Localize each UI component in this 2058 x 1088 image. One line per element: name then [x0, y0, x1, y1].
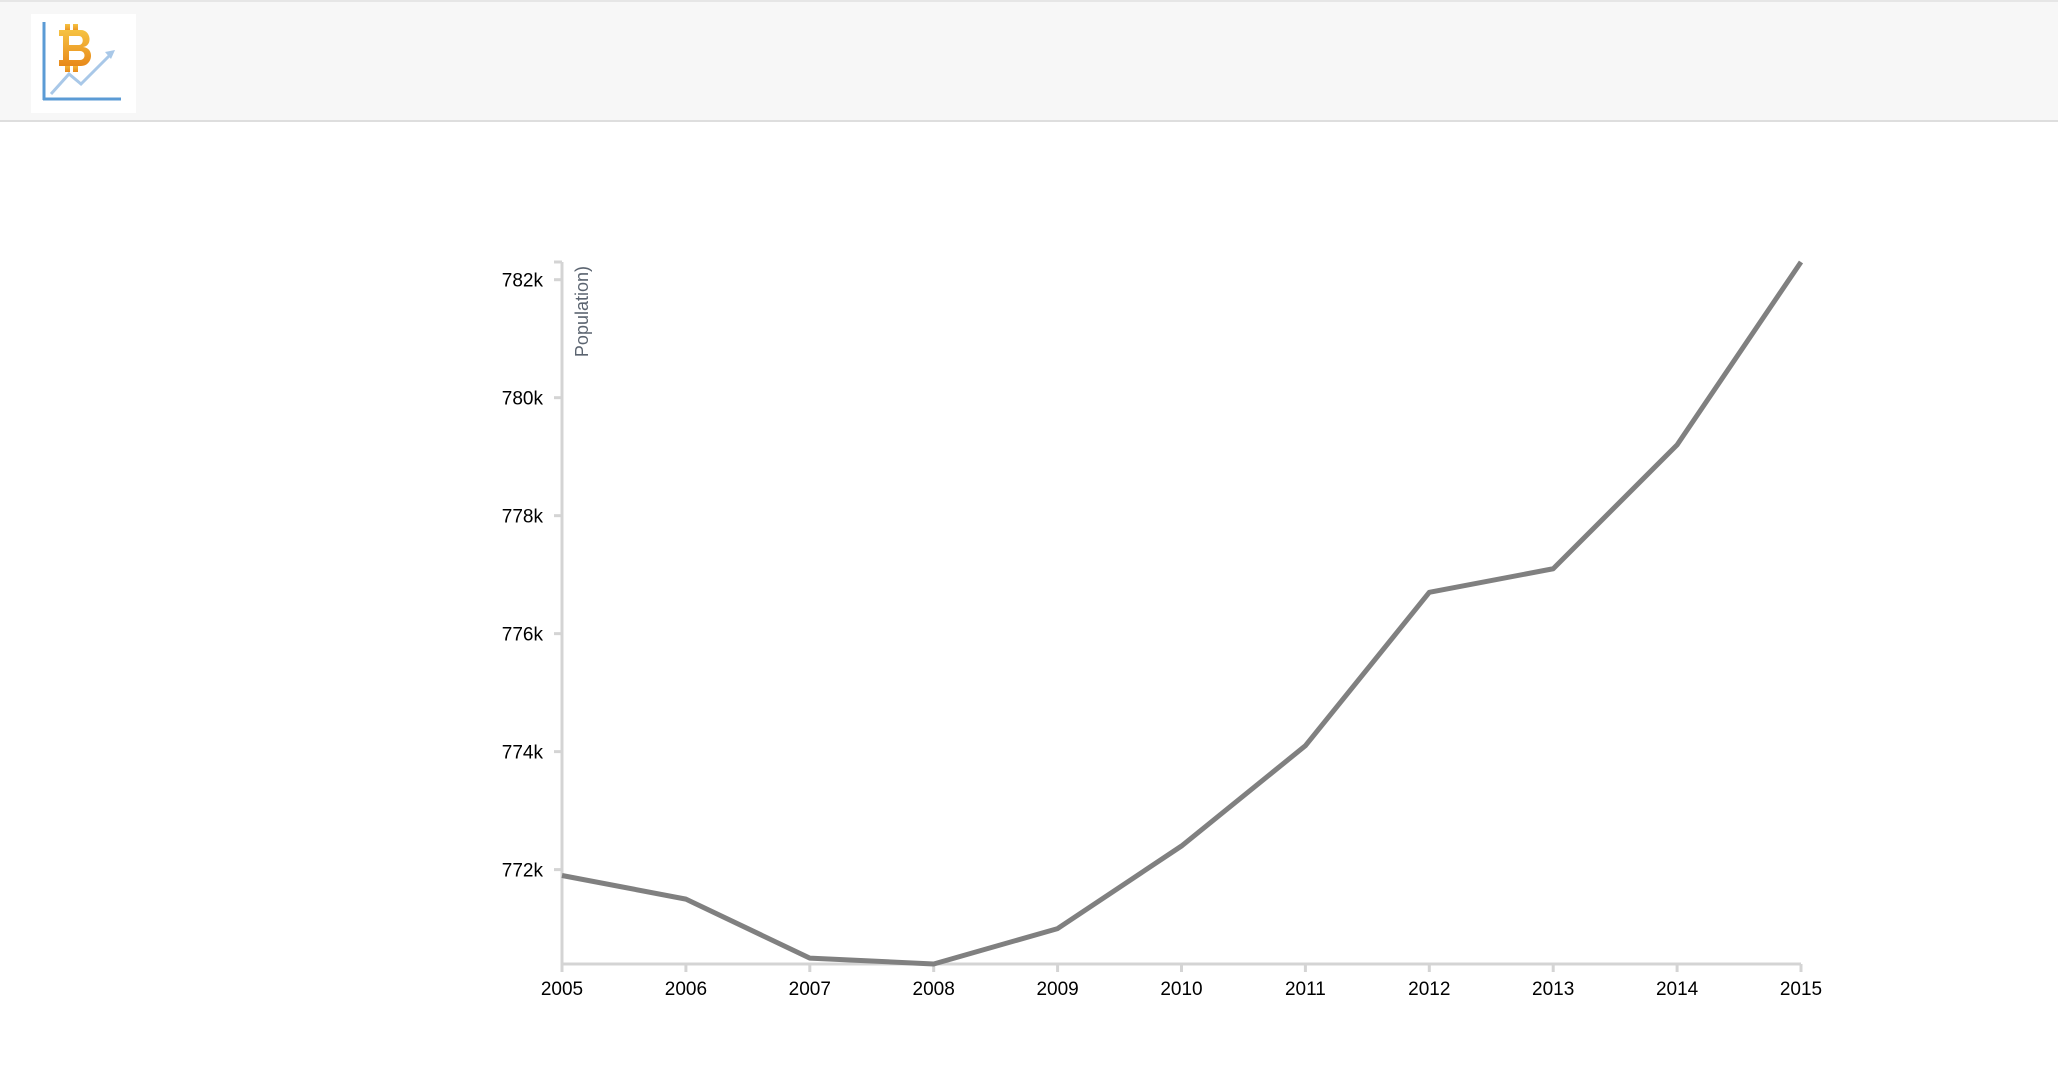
x-axis: 2005 2006 2007 2008 2009 2010 2011 2012 2013 2014… — [541, 962, 1822, 1000]
x-tick-label: 2009 — [1036, 979, 1078, 1000]
series-group — [561, 260, 1804, 967]
bitcoin-chart-logo-icon — [42, 22, 121, 101]
x-tick-label: 2008 — [913, 979, 955, 1000]
series-line — [561, 260, 1804, 967]
y-axis: 772k 774k 776k 778k 780k 782k — [502, 260, 564, 964]
x-tick-label: 2011 — [1285, 979, 1326, 1000]
y-tick-label: 782k — [502, 271, 544, 292]
logo[interactable] — [31, 14, 136, 113]
x-tick-label: 2015 — [1780, 979, 1822, 1000]
x-tick-label: 2005 — [541, 979, 583, 1000]
y-tick-label: 772k — [502, 861, 544, 882]
y-tick-label: 774k — [502, 743, 544, 764]
x-tick-label: 2006 — [665, 979, 707, 1000]
y-tick-label: 778k — [502, 507, 544, 528]
y-tick-label: 776k — [502, 625, 544, 646]
x-tick-label: 2014 — [1656, 979, 1699, 1000]
x-tick-label: 2007 — [789, 979, 831, 1000]
x-tick-label: 2010 — [1160, 979, 1202, 1000]
top-bar — [0, 0, 2058, 122]
x-tick-label: 2013 — [1532, 979, 1574, 1000]
y-tick-label: 780k — [502, 389, 544, 410]
y-axis-title: Population) — [572, 266, 592, 357]
x-tick-label: 2012 — [1408, 979, 1450, 1000]
